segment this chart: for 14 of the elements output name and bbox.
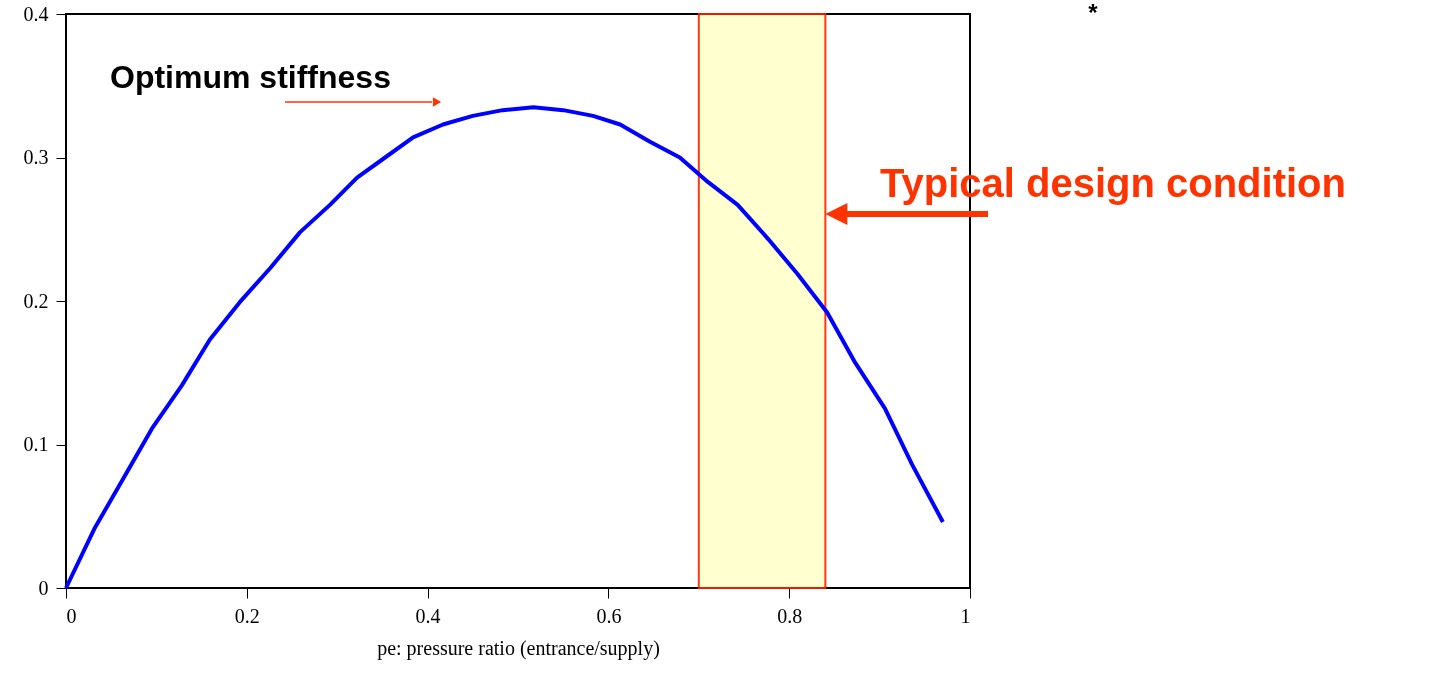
y-tick-label: 0.4 <box>23 2 49 25</box>
x-axis-title: pe: pressure ratio (entrance/supply) <box>377 636 660 660</box>
x-tick-label: 0.2 <box>234 604 260 627</box>
y-tick-label: 0.3 <box>23 146 49 168</box>
x-tick-label: 0.4 <box>415 604 441 627</box>
y-tick-label: 0.1 <box>23 433 49 455</box>
x-tick-label: 0 <box>66 604 77 627</box>
x-tick-label: 1 <box>960 604 971 627</box>
x-tick-label: 0.6 <box>596 604 622 627</box>
annotation: Optimum stiffness <box>110 59 391 95</box>
x-tick-label: 0.8 <box>777 604 803 627</box>
text: * <box>1088 0 1099 26</box>
y-tick-label: 0.2 <box>23 289 49 312</box>
y-tick-label: 0 <box>38 576 49 599</box>
